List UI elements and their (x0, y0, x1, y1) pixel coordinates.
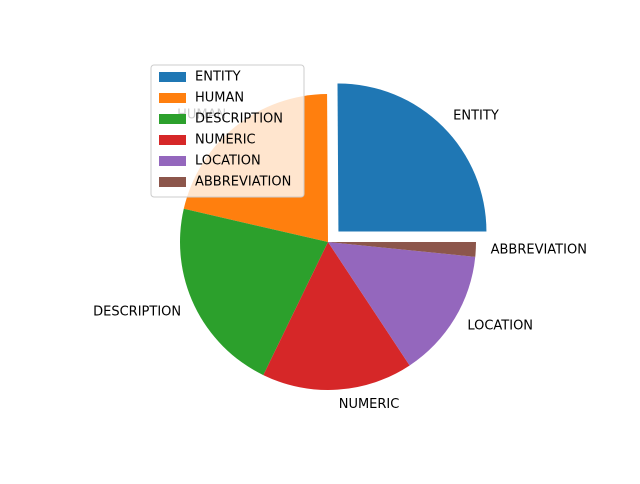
legend-swatch-description (159, 114, 186, 124)
slice-label-location: LOCATION (467, 319, 533, 334)
pie-slice-numeric (263, 242, 410, 390)
slice-label-abbreviation: ABBREVIATION (491, 243, 587, 258)
legend-swatch-entity (159, 72, 186, 82)
legend-label-numeric: NUMERIC (195, 133, 256, 148)
pie-slice-entity (337, 83, 487, 232)
legend-label-human: HUMAN (195, 91, 244, 106)
slice-label-entity: ENTITY (453, 109, 499, 124)
legend-swatch-numeric (159, 135, 186, 145)
pie-slice-abbreviation (328, 242, 476, 257)
legend-label-location: LOCATION (195, 154, 261, 169)
slices-layer (179, 83, 487, 390)
legend-frame (150, 64, 305, 198)
slice-label-description: DESCRIPTION (93, 305, 181, 320)
pie-slice-description (179, 208, 328, 376)
legend-label-abbreviation: ABBREVIATION (195, 175, 291, 190)
legend-swatch-human (159, 93, 186, 103)
legend-swatch-abbreviation (159, 177, 186, 187)
pie-slice-location (328, 242, 476, 366)
legend: ENTITY HUMAN DESCRIPTION NUMERIC LOCATION ABB… (150, 64, 305, 198)
legend-label-entity: ENTITY (195, 70, 241, 85)
slice-label-numeric: NUMERIC (339, 397, 400, 412)
legend-label-description: DESCRIPTION (195, 112, 283, 127)
legend-swatch-location (159, 156, 186, 166)
